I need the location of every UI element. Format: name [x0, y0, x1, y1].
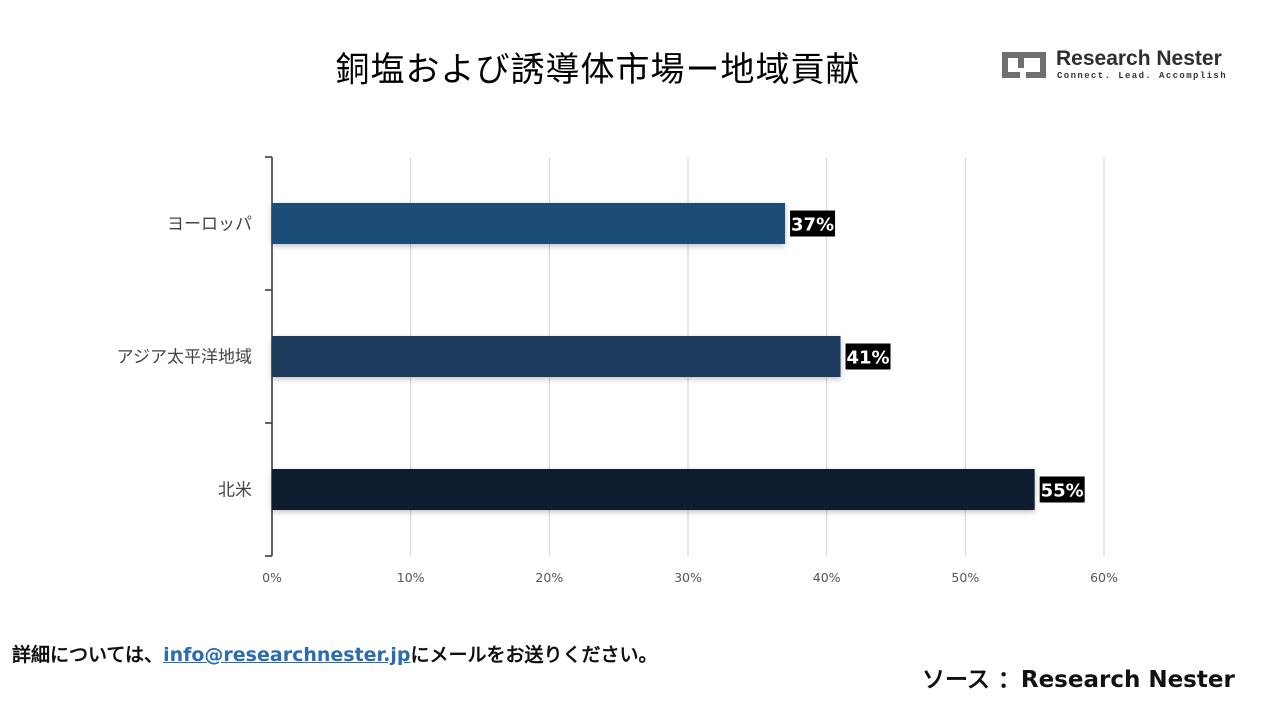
x-tick-label: 20%	[535, 570, 563, 585]
y-category-label: アジア太平洋地域	[117, 348, 252, 368]
x-tick-label: 50%	[951, 570, 979, 585]
data-label-box	[845, 343, 891, 370]
x-tick-label: 30%	[674, 570, 702, 585]
y-category-label: 北米	[218, 481, 252, 501]
bar	[272, 203, 786, 244]
data-label-box	[790, 210, 836, 237]
logo-mark-icon	[1002, 52, 1046, 78]
data-label-box	[1039, 476, 1085, 503]
bar	[272, 469, 1035, 510]
contact-prefix: 詳細については、	[12, 644, 164, 666]
chart-title: 銅塩および誘導体市場ー地域貢献	[335, 50, 861, 90]
contact-email-link[interactable]: info@researchnester.jp	[163, 644, 411, 666]
research-nester-logo: Research Nester Connect. Lead. Accomplis…	[998, 44, 1238, 88]
contact-suffix: にメールをお送りください。	[410, 644, 658, 666]
logo-name: Research Nester	[1056, 47, 1222, 70]
x-tick-label: 10%	[397, 570, 425, 585]
contact-note: 詳細については、info@researchnester.jpにメールをお送りくだ…	[12, 640, 658, 667]
data-label: 41%	[846, 348, 889, 369]
data-label: 37%	[791, 215, 834, 236]
x-tick-label: 40%	[813, 570, 841, 585]
data-label: 55%	[1041, 481, 1084, 502]
x-tick-label: 0%	[262, 570, 282, 585]
logo-tagline: Connect. Lead. Accomplish	[1057, 71, 1228, 81]
bar	[272, 336, 841, 377]
x-tick-label: 60%	[1090, 570, 1118, 585]
y-category-label: ヨーロッパ	[167, 215, 252, 235]
source-credit: ソース ：Research Nester	[922, 667, 1235, 693]
